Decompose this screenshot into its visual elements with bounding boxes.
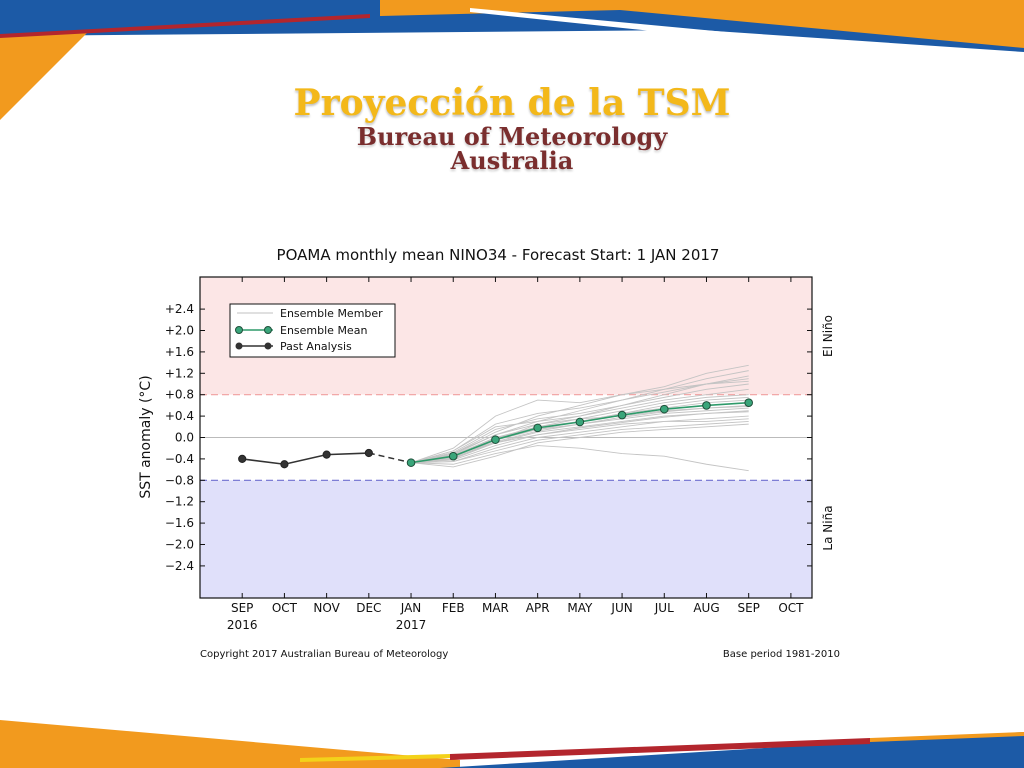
slide-title: Proyección de la TSM [293, 82, 731, 124]
ensemble-members [410, 364, 749, 472]
legend-ensemble-mean-marker-right [264, 326, 272, 334]
chart-title: POAMA monthly mean NINO34 - Forecast Sta… [277, 246, 720, 264]
y-tick-label: −2.4 [165, 559, 194, 573]
ensemble-member-line [410, 370, 749, 464]
slide-subtitle-line1: Bureau of Meteorology [356, 122, 668, 151]
ensemble-member-line [410, 378, 749, 464]
y-tick-label: +0.8 [165, 388, 194, 402]
y-tick-label: −2.0 [165, 538, 194, 552]
y-axis-ticks: +2.4 +2.0 +1.6 +1.2 +0.8 +0.4 0.0 −0.4 −0.8 −1.2 −… [165, 302, 812, 573]
footer-base-period: Base period 1981-2010 [723, 649, 840, 660]
ensemble-member-line [410, 380, 749, 464]
y-axis-label: SST anomaly (°C) [138, 375, 154, 498]
x-tick-label: OCT [272, 601, 298, 615]
x-year-label: 2017 [396, 618, 427, 632]
x-tick-label: OCT [778, 601, 804, 615]
legend-past-analysis-marker-right [264, 342, 272, 350]
x-tick-label: MAY [567, 601, 593, 615]
legend-past-analysis-label: Past Analysis [280, 340, 352, 353]
ensemble-member-line [410, 364, 749, 464]
ensemble-member-line [411, 418, 749, 464]
top-orange-band [380, 0, 1024, 48]
bottom-yellow-stripe [300, 754, 450, 762]
y-tick-label: −0.4 [165, 452, 194, 466]
x-tick-label: NOV [313, 601, 340, 615]
la-nina-region [200, 480, 812, 598]
bottom-red-stripe [450, 738, 870, 760]
y-tick-label: +0.4 [165, 409, 194, 423]
past-analysis-point [238, 454, 247, 463]
ensemble-member-line [411, 445, 749, 472]
y-tick-label: −0.8 [165, 473, 194, 487]
ensemble-mean-point [744, 398, 753, 408]
ensemble-mean-point [659, 404, 669, 414]
x-tick-label: DEC [356, 601, 381, 615]
y-tick-label: +1.2 [165, 366, 194, 380]
ensemble-member-line [410, 388, 749, 464]
ensemble-member-line [411, 421, 749, 464]
ensemble-mean-point [617, 410, 627, 420]
ensemble-mean-point [491, 435, 500, 444]
x-year-label: 2016 [227, 618, 258, 632]
slide-subtitle-line2: Australia [450, 146, 574, 175]
ensemble-mean-point [575, 417, 585, 427]
y-tick-label: +2.4 [165, 302, 194, 316]
ensemble-member-line [410, 411, 749, 464]
ensemble-mean-point [702, 401, 711, 410]
top-right-white-cut [470, 8, 1024, 70]
chart-series [238, 398, 753, 469]
chart-legend: Ensemble Member Ensemble Mean Past Analy… [229, 303, 396, 358]
legend-ensemble-mean-label: Ensemble Mean [280, 324, 367, 337]
x-axis-ticks: SEP OCT NOV DEC JAN FEB MAR APR MAY JUN JUL AUG SEP O… [227, 277, 804, 632]
x-tick-label: FEB [442, 601, 465, 615]
ensemble-mean-point [533, 423, 542, 433]
x-tick-label: JUN [610, 601, 632, 615]
y-tick-label: 0.0 [175, 431, 194, 445]
past-analysis-point [280, 460, 289, 469]
ensemble-mean-point [448, 451, 458, 461]
x-tick-label: JAN [400, 601, 422, 615]
x-tick-label: JUL [654, 601, 674, 615]
ensemble-member-line [410, 383, 749, 464]
legend-ensemble-member-label: Ensemble Member [280, 307, 383, 320]
ensemble-mean-point [406, 458, 416, 467]
x-tick-label: SEP [737, 601, 759, 615]
bottom-orange-band [0, 720, 460, 768]
top-left-orange-wedge [0, 30, 90, 120]
legend-ensemble-mean-marker-left [235, 326, 243, 334]
la-nina-label: La Niña [821, 505, 835, 550]
legend-past-analysis-marker-left [235, 342, 243, 350]
bottom-right-orange-stripe [870, 732, 1024, 742]
footer-copyright: Copyright 2017 Australian Bureau of Mete… [200, 649, 448, 660]
y-tick-label: +1.6 [165, 345, 194, 359]
past-to-forecast-connector [368, 452, 412, 464]
past-analysis-point [364, 448, 373, 458]
x-tick-label: MAR [482, 601, 509, 615]
y-tick-label: −1.2 [165, 495, 194, 509]
y-tick-label: −1.6 [165, 516, 194, 530]
past-analysis-line [242, 452, 369, 466]
ensemble-member-line [410, 423, 749, 468]
y-tick-label: +2.0 [165, 324, 194, 338]
x-tick-label: SEP [231, 601, 253, 615]
past-analysis-point [322, 450, 331, 459]
x-tick-label: AUG [693, 601, 719, 615]
ensemble-member-line [411, 415, 749, 464]
top-red-stripe [0, 14, 370, 38]
el-nino-label: El Niño [821, 315, 835, 357]
x-tick-label: APR [526, 601, 550, 615]
